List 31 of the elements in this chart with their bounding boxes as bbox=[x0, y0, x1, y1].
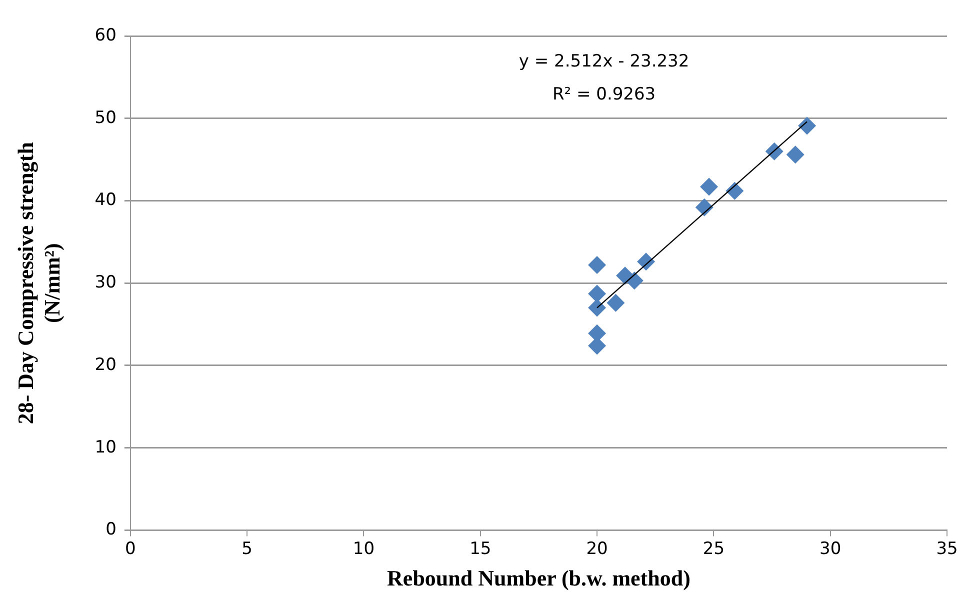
x-tick-label: 10 bbox=[352, 538, 375, 559]
point bbox=[588, 256, 606, 274]
y-tick-label: 30 bbox=[94, 272, 116, 293]
x-tick-label: 5 bbox=[242, 538, 252, 559]
point bbox=[765, 142, 784, 160]
point bbox=[700, 178, 718, 196]
point bbox=[798, 116, 816, 135]
point bbox=[588, 284, 606, 303]
point bbox=[695, 198, 714, 216]
x-tick-label: 15 bbox=[470, 538, 492, 559]
y-tick-label: 60 bbox=[94, 25, 116, 46]
y-tick-label: 0 bbox=[106, 520, 116, 540]
y-tick-label: 20 bbox=[94, 354, 116, 375]
x-tick-label: 0 bbox=[125, 538, 136, 559]
point bbox=[726, 182, 744, 200]
point bbox=[606, 294, 625, 312]
x-tick-label: 35 bbox=[936, 538, 958, 559]
point bbox=[588, 298, 606, 317]
point bbox=[637, 252, 656, 271]
y-tick-label: 50 bbox=[94, 108, 116, 128]
y-tick-label: 10 bbox=[94, 437, 116, 458]
point bbox=[625, 272, 644, 290]
annotation: y = 2.512x - 23.232 bbox=[518, 51, 690, 72]
y-axis-title: 28- Day Compressive strength (N/mm²) bbox=[12, 142, 64, 424]
y-tick-label: 40 bbox=[94, 190, 116, 210]
x-tick-label: 25 bbox=[702, 538, 725, 559]
point bbox=[786, 146, 804, 164]
x-tick-label: 20 bbox=[586, 538, 608, 559]
x-axis-title: Rebound Number (b.w. method) bbox=[387, 565, 690, 590]
x-tick-label: 30 bbox=[820, 538, 842, 559]
annotation: R² = 0.9263 bbox=[552, 84, 656, 104]
